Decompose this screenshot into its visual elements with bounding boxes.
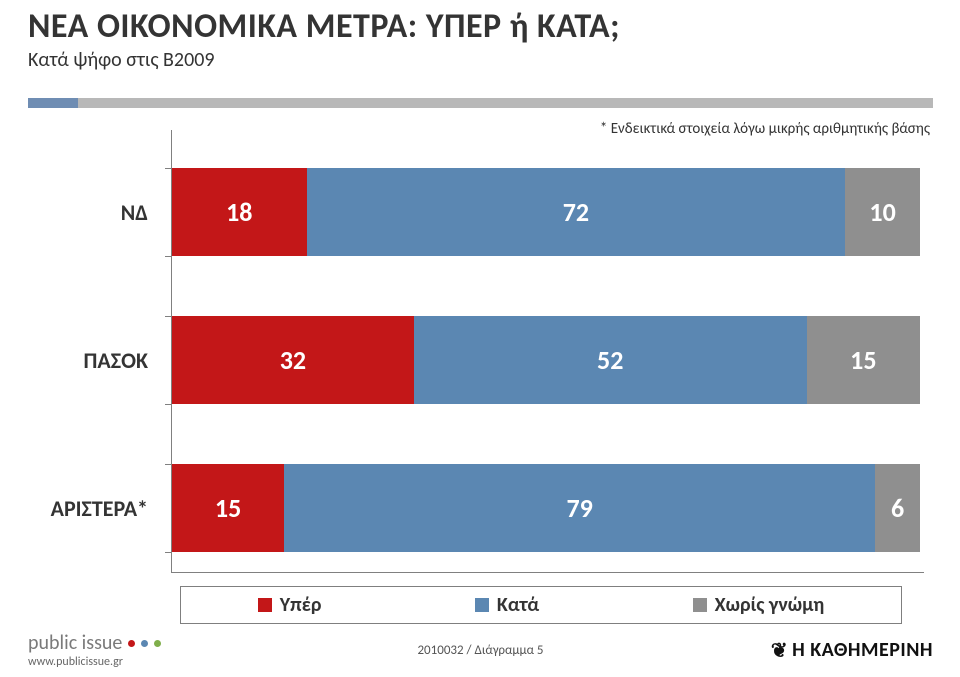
x-baseline [171,572,924,573]
axis-tick [165,464,171,465]
axis-tick [165,404,171,405]
bar-segment: 32 [172,316,414,404]
legend-item: Κατά [475,593,539,617]
axis-tick [165,168,171,169]
legend-item: Χωρίς γνώμη [693,593,825,617]
axis-tick [165,256,171,257]
axis-tick [165,552,171,553]
category-label: ΠΑΣΟΚ [40,316,160,404]
bar-segment: 52 [414,316,807,404]
stacked-bar: 325215 [172,316,920,404]
bar-segment: 18 [172,168,307,256]
legend-swatch [475,598,489,612]
bar-segment: 79 [284,464,875,552]
bar-segment: 15 [807,316,920,404]
stacked-bar: 187210 [172,168,920,256]
bar-segment: 15 [172,464,284,552]
page-subtitle: Κατά ψήφο στις Β2009 [28,48,214,72]
legend-swatch [693,598,707,612]
chart-row: ΝΔ187210 [40,168,920,256]
legend-swatch [258,598,272,612]
bar-segment: 6 [875,464,920,552]
axis-tick [165,316,171,317]
stacked-bar-chart: ΝΔ187210ΠΑΣΟΚ325215ΑΡΙΣΤΕΡΑ*15796 [40,150,920,570]
chart-row: ΑΡΙΣΤΕΡΑ*15796 [40,464,920,552]
bar-segment: 72 [307,168,846,256]
footer-center: 2010032 / Διάγραμμα 5 [28,643,933,658]
category-label: ΑΡΙΣΤΕΡΑ* [40,464,160,552]
legend-label: Χωρίς γνώμη [715,593,825,617]
footer: public issue www.publicissue.gr 2010032 … [28,633,933,667]
page-title: ΝΕΑ ΟΙΚΟΝΟΜΙΚΑ ΜΕΤΡΑ: ΥΠΕΡ ή ΚΑΤΑ; [28,6,620,47]
stacked-bar: 15796 [172,464,920,552]
divider-long [78,98,933,108]
chart-row: ΠΑΣΟΚ325215 [40,316,920,404]
divider-short [28,98,78,108]
legend-label: Κατά [497,593,539,617]
legend: Υπέρ Κατά Χωρίς γνώμη [180,586,902,624]
legend-item: Υπέρ [258,593,322,617]
footnote: * Ενδεικτικά στοιχεία λόγω μικρής αριθμη… [600,120,930,138]
divider [28,94,933,104]
category-label: ΝΔ [40,168,160,256]
bar-segment: 10 [845,168,920,256]
legend-label: Υπέρ [280,593,322,617]
